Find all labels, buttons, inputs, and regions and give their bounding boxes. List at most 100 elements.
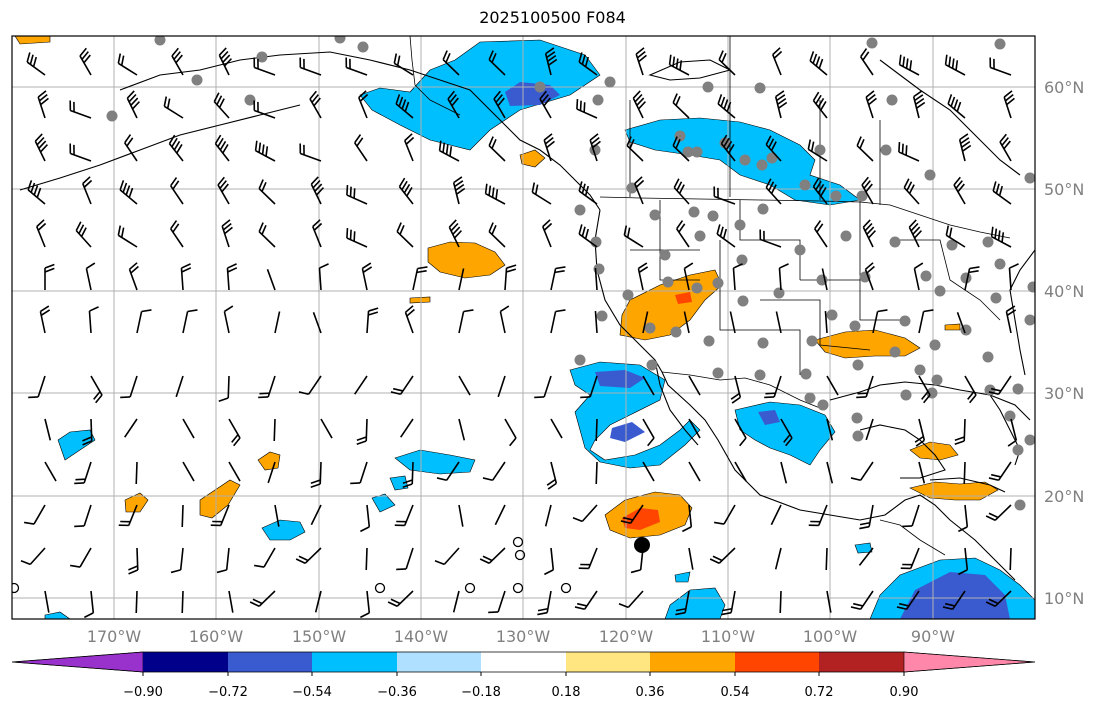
wind-barb — [780, 461, 788, 484]
wind-barb — [504, 418, 517, 447]
wind-barb — [963, 461, 966, 485]
station-dot — [849, 320, 861, 332]
wind-barb — [954, 418, 966, 445]
wind-barb — [318, 263, 329, 291]
calm-wind-circle — [512, 536, 524, 548]
wind-barb — [759, 229, 782, 248]
wind-barb — [709, 547, 736, 565]
wind-barb — [900, 547, 920, 570]
wind-barb — [458, 309, 474, 334]
wind-barb — [958, 504, 969, 533]
station-dot — [982, 351, 994, 363]
lat-label: 60°N — [1044, 78, 1084, 97]
wind-barb — [635, 47, 647, 76]
wind-barb — [683, 262, 694, 291]
wind-barb — [825, 547, 828, 571]
wind-barb — [732, 263, 743, 291]
station-dot — [920, 270, 932, 282]
wind-barb — [484, 183, 506, 205]
wind-barb — [578, 181, 598, 205]
wind-barb — [217, 176, 230, 205]
wind-barb — [44, 263, 55, 290]
wind-barb — [400, 418, 414, 438]
wind-barb — [858, 547, 874, 566]
wind-barb — [578, 52, 598, 76]
wind-barb — [228, 461, 241, 482]
map-frame — [11, 35, 1036, 620]
wind-barb — [770, 504, 782, 526]
wind-barb — [182, 418, 195, 439]
wind-barb — [672, 136, 690, 162]
station-dot — [662, 276, 674, 288]
coastline-alaska — [119, 51, 601, 211]
wind-barb — [775, 311, 782, 334]
station-dot — [914, 364, 926, 376]
negative-region-small-1 — [371, 493, 396, 513]
wind-barb — [504, 264, 517, 291]
wind-barb — [223, 305, 234, 334]
wind-barb — [623, 225, 644, 248]
wind-barb — [774, 547, 782, 570]
wind-barb — [620, 504, 644, 525]
wind-barb — [718, 50, 736, 76]
wind-barb — [118, 504, 138, 527]
negative-region-small-5 — [674, 571, 691, 583]
wind-barb — [578, 547, 598, 570]
negative-region-alaska-core — [505, 82, 560, 106]
wind-barb — [175, 375, 184, 398]
colorbar-tick-label: −0.90 — [123, 685, 163, 700]
wind-barb — [634, 176, 645, 205]
lat-label: 30°N — [1044, 384, 1084, 403]
station-dot — [840, 230, 852, 242]
wind-barb — [821, 268, 828, 291]
wind-barb — [216, 547, 230, 574]
wind-barb — [356, 418, 368, 445]
wind-barb — [85, 262, 96, 291]
wind-barb — [128, 262, 139, 291]
wind-barb — [458, 375, 471, 396]
wind-barb — [544, 504, 552, 527]
wind-barb — [69, 143, 92, 162]
wind-barb — [807, 139, 828, 162]
positive-region-top-left — [14, 36, 51, 45]
station-dot — [712, 367, 724, 379]
wind-barb — [404, 305, 415, 334]
station-dot — [756, 159, 768, 171]
wind-barb — [544, 47, 558, 76]
wind-barb — [716, 224, 736, 248]
wind-barb — [1007, 418, 1018, 447]
wind-barb — [945, 225, 966, 248]
wind-barb — [812, 177, 828, 205]
wind-barb — [668, 54, 690, 76]
wind-barb — [714, 504, 736, 525]
calm-wind-circle — [514, 549, 526, 561]
colorbar-tick-label: 0.54 — [721, 685, 750, 700]
wind-barb — [688, 375, 701, 396]
wind-barb — [398, 177, 414, 205]
station-dot — [534, 81, 546, 93]
station-dot — [702, 81, 714, 93]
wind-barb — [447, 90, 460, 119]
wind-barb — [82, 176, 93, 205]
wind-barb — [452, 590, 460, 613]
station-dot — [773, 287, 785, 299]
wind-barb — [182, 309, 198, 334]
station-dot — [994, 258, 1006, 270]
negative-region-baja-core-2 — [610, 422, 645, 442]
wind-barb — [497, 375, 506, 398]
wind-barb — [642, 375, 655, 396]
wind-barb — [958, 547, 969, 576]
wind-barb — [387, 590, 414, 608]
station-dot — [817, 399, 829, 411]
station-dot — [814, 144, 826, 156]
positive-region-gulf — [909, 441, 959, 461]
wind-barb — [299, 143, 322, 162]
wind-barb — [826, 418, 834, 441]
wind-barb — [390, 375, 414, 396]
wind-barb — [814, 220, 828, 248]
wind-barb — [214, 134, 230, 162]
coastline-baja — [654, 359, 699, 446]
colorbar-tick-label: −0.36 — [377, 685, 417, 700]
station-dot — [644, 322, 656, 334]
wind-barb — [488, 590, 506, 614]
